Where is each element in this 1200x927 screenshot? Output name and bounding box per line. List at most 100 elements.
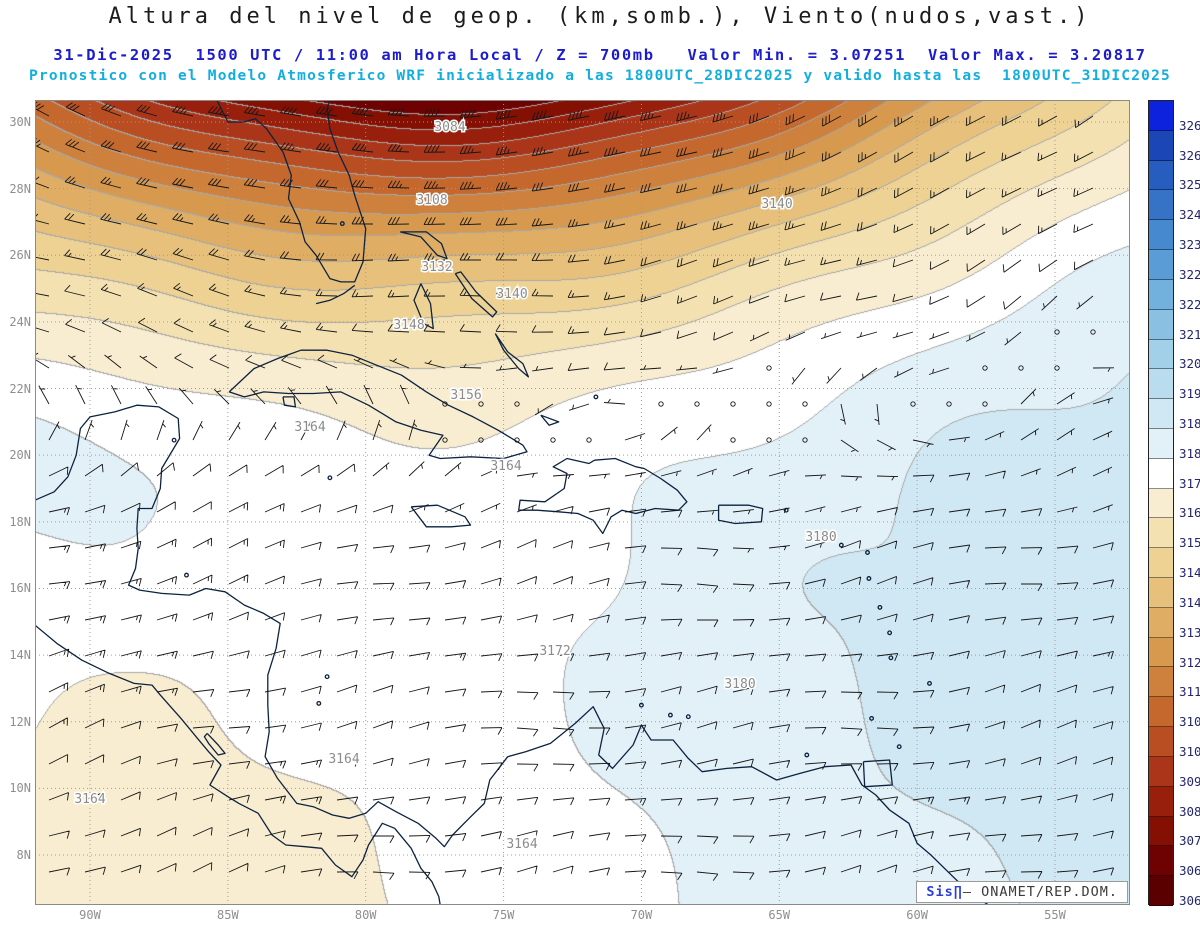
colorbar-cell — [1149, 727, 1173, 757]
island-dot — [667, 712, 673, 718]
contour-label: 3180 — [724, 677, 755, 692]
lat-label: 24N — [9, 314, 31, 329]
coastline — [35, 624, 441, 905]
calm-circle — [514, 401, 520, 407]
contour-label: 3164 — [74, 792, 105, 807]
calm-circle — [550, 437, 556, 443]
contour-label: 3172 — [539, 644, 570, 659]
island-dot — [638, 702, 644, 708]
island-dot — [887, 630, 893, 636]
lat-label: 20N — [9, 448, 31, 463]
coastline — [315, 284, 356, 305]
colorbar-cell — [1149, 101, 1173, 131]
calm-circle — [802, 401, 808, 407]
colorbar-cell — [1149, 816, 1173, 847]
wind-barbs-layer — [35, 101, 1115, 881]
colorbar-value: 3236 — [1179, 237, 1200, 253]
colorbar-value: 3124 — [1179, 654, 1200, 670]
island-dot — [184, 572, 189, 578]
colorbar-cell — [1149, 399, 1173, 429]
island-dot — [324, 674, 330, 680]
coastline — [494, 333, 530, 378]
contour-label: 3132 — [421, 260, 452, 275]
coastline — [540, 414, 560, 426]
coastline — [216, 100, 367, 283]
subtitle-model-info: Pronostico con el Modelo Atmosferico WRF… — [29, 68, 1171, 84]
colorbar-cell — [1149, 190, 1173, 221]
colorbar-value: 3228 — [1179, 266, 1200, 282]
calm-circle — [766, 401, 772, 407]
map-area: 3084 3108 3132 3140 3140 3148 3156 3164 3164 3172… — [35, 100, 1130, 905]
calm-circle — [694, 401, 700, 407]
calm-circle — [946, 401, 952, 407]
calm-circle — [514, 437, 520, 443]
calm-circle — [730, 437, 736, 443]
contour-label: 3084 — [434, 120, 465, 135]
subtitle-validtime: 31-Dic-2025 1500 UTC / 11:00 am Hora Loc… — [53, 46, 1147, 64]
colorbar-cell — [1149, 488, 1173, 519]
page-title: Altura del nivel de geop. (km,somb.), Vi… — [108, 4, 1092, 29]
coastline — [717, 504, 764, 525]
colorbar-cell — [1149, 637, 1173, 668]
colorbar-cell — [1149, 220, 1173, 251]
latlon-grid — [35, 100, 1130, 905]
lon-label: 65W — [768, 908, 791, 922]
colorbar-value: 3204 — [1179, 356, 1200, 372]
colorbar-value: 3100 — [1179, 743, 1200, 759]
calm-circle — [442, 437, 448, 443]
calm-circle — [1054, 365, 1060, 371]
colorbar-cell — [1149, 130, 1173, 161]
calm-circle — [658, 401, 664, 407]
colorbar-value: 3172 — [1179, 475, 1200, 491]
island-dot — [865, 550, 870, 555]
attribution-box: Sis∏– ONAMET/REP.DOM. — [916, 881, 1128, 903]
calm-circle — [1054, 329, 1060, 335]
colorbar-value: 3060 — [1179, 893, 1200, 909]
contour-label: 3140 — [496, 287, 527, 302]
lon-label: 85W — [217, 908, 239, 922]
colorbar-value: 3268 — [1179, 117, 1200, 133]
island-dot — [869, 715, 875, 721]
calm-circle — [802, 437, 808, 443]
colorbar-cell — [1149, 369, 1173, 400]
colorbar-cell — [1149, 578, 1173, 608]
colorbar-cell — [1149, 786, 1173, 817]
coastlines-layer — [35, 100, 990, 905]
calm-circle — [1018, 365, 1024, 371]
map-frame — [35, 100, 1130, 905]
island-dot — [327, 475, 333, 481]
calm-circle — [766, 437, 772, 443]
calm-circle — [442, 401, 448, 407]
island-dot — [838, 542, 844, 548]
colorbar-cell — [1149, 160, 1173, 191]
island-dot — [896, 744, 902, 750]
colorbar-cell — [1149, 697, 1173, 728]
coastline — [203, 732, 226, 756]
colorbar-value: 3132 — [1179, 624, 1200, 640]
coastline — [410, 504, 472, 528]
calm-circle — [1090, 329, 1096, 335]
colorbar-value: 3076 — [1179, 833, 1200, 849]
wind-barbs-path — [35, 101, 1115, 881]
colorbar-value: 3196 — [1179, 386, 1200, 402]
colorbar-value: 3108 — [1179, 714, 1200, 730]
contour-label: 3156 — [450, 388, 481, 403]
lat-label: 14N — [9, 648, 31, 663]
colorbar-value: 3148 — [1179, 565, 1200, 581]
colorbar-cell — [1149, 667, 1173, 698]
coastline — [413, 283, 434, 330]
contour-labels-layer: 3084 3108 3132 3140 3140 3148 3156 3164 3164 3172… — [73, 119, 838, 854]
colorbar-value: 3244 — [1179, 207, 1200, 223]
calm-circle — [730, 401, 736, 407]
colorbar-value: 3092 — [1179, 773, 1200, 789]
contour-label: 3148 — [393, 318, 424, 333]
island-dot — [339, 221, 345, 227]
colorbar — [1148, 100, 1174, 906]
colorbar-cell — [1149, 756, 1173, 787]
coastline — [282, 396, 297, 408]
calm-circle — [982, 365, 988, 371]
colorbar-value: 3220 — [1179, 296, 1200, 312]
coastline — [228, 349, 528, 460]
coastline — [35, 404, 990, 905]
